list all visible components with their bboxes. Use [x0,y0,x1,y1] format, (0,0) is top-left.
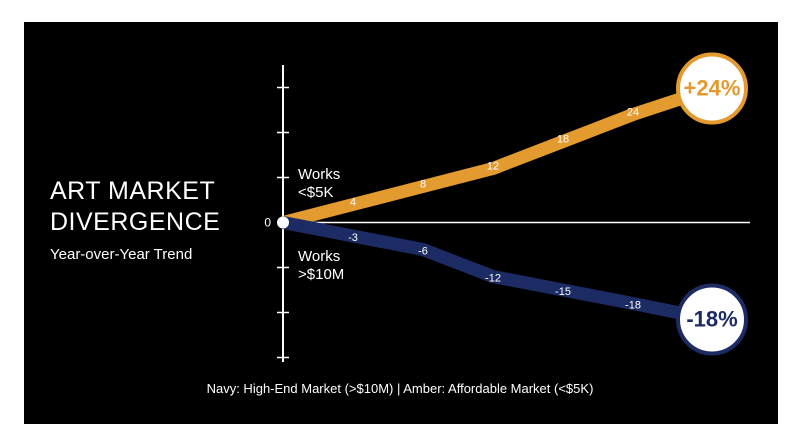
callout-label: -18% [686,306,737,331]
y-tick-label: 0 [264,216,271,230]
data-label: -12 [485,272,501,284]
data-label: 18 [557,133,569,145]
callout-circle [676,283,748,356]
caption: Navy: High-End Market (>$10M) | Amber: A… [206,381,594,396]
series-line [281,216,635,310]
origin-dot [277,216,289,229]
data-label: -3 [348,232,358,244]
data-label: 12 [487,160,499,172]
data-label: -6 [418,245,428,257]
series-label: Works >$10M [298,248,345,283]
series-line [281,108,636,229]
series-label: Works <$5K [298,166,341,201]
data-label: 24 [627,106,639,118]
data-label: -18 [625,299,641,311]
callout-label: +24% [684,75,741,100]
data-label: 4 [350,196,356,208]
chart-title: ART MARKET DIVERGENCE [50,177,221,236]
callout-circle [676,52,748,125]
data-label: -15 [555,286,571,298]
chart-subtitle: Year-over-Year Trend [50,246,193,263]
data-label: 8 [420,178,426,190]
